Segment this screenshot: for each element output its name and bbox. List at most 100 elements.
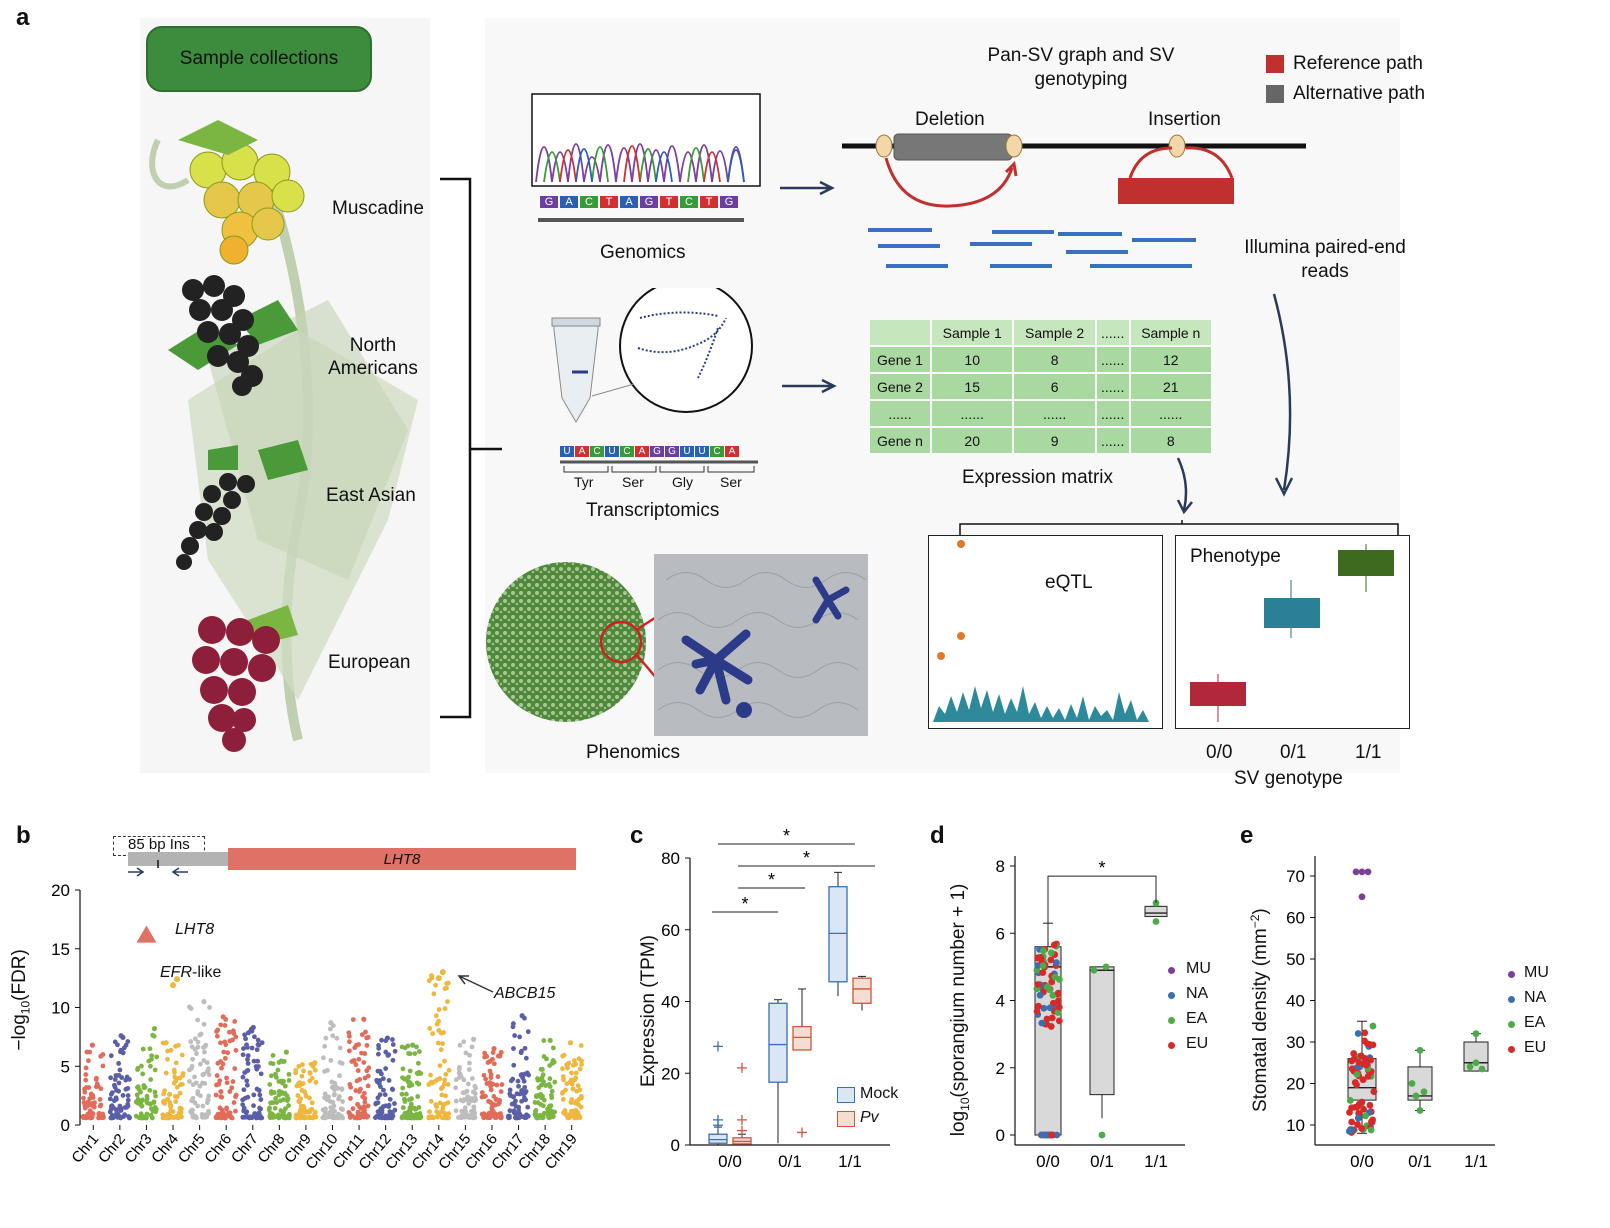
- data-point: [1055, 976, 1063, 983]
- snp-point: [222, 1055, 228, 1061]
- snp-point: [511, 1108, 517, 1114]
- snp-point: [241, 1087, 247, 1093]
- snp-point: [197, 1061, 203, 1067]
- abcb15-annotation: ABCB15: [494, 985, 556, 1002]
- sv-tick: 1/1: [1355, 742, 1382, 763]
- snp-point: [233, 1092, 239, 1098]
- snp-point: [491, 1094, 497, 1099]
- snp-point: [539, 1095, 544, 1101]
- snp-point: [271, 1113, 277, 1119]
- snp-point: [243, 1114, 249, 1120]
- snp-point: [266, 1107, 272, 1113]
- panel-c-letter: c: [630, 822, 644, 849]
- data-point: [1358, 868, 1366, 876]
- snp-point: [149, 1115, 155, 1121]
- stomatal-boxplot: 10 20 30 40 50 60 70 0/0 0/1 1/1: [1286, 856, 1495, 1171]
- outlier-marker: [737, 1125, 747, 1136]
- rna-letter: C: [620, 446, 634, 457]
- snp-point: [297, 1083, 303, 1089]
- snp-point: [412, 1115, 418, 1121]
- data-point: [1416, 1046, 1424, 1054]
- snp-point: [357, 1114, 363, 1120]
- x-tick-label: 1/1: [1464, 1152, 1488, 1171]
- snp-point: [445, 980, 451, 986]
- snp-point: [489, 1101, 495, 1107]
- snp-point: [136, 1115, 142, 1120]
- snp-point: [278, 1078, 284, 1084]
- snp-point: [312, 1067, 318, 1073]
- legend-label: EA: [1524, 1014, 1546, 1031]
- snp-point: [565, 1065, 570, 1071]
- snp-point: [338, 1106, 344, 1112]
- snp-point: [378, 1084, 383, 1090]
- snp-point: [511, 1046, 516, 1051]
- snp-point: [441, 1030, 446, 1035]
- significance-star: *: [1098, 858, 1105, 878]
- data-point: [1354, 1030, 1362, 1037]
- snp-point: [163, 1040, 169, 1046]
- snp-point: [227, 1089, 233, 1094]
- snp-point: [202, 1049, 207, 1055]
- snp-point: [125, 1103, 131, 1109]
- data-point: [1478, 1065, 1486, 1073]
- arrow-down-icon: [1176, 457, 1193, 515]
- snp-point: [123, 1086, 129, 1092]
- snp-point: [174, 1084, 180, 1090]
- dna-letter: A: [620, 196, 638, 208]
- matrix-cell: Gene 1: [870, 347, 930, 372]
- snp-point: [469, 1044, 475, 1050]
- snp-point: [149, 1053, 155, 1059]
- snp-point: [458, 1097, 464, 1103]
- pv-legend-label: Pv: [860, 1109, 879, 1126]
- snp-point: [254, 1047, 260, 1053]
- primer-arrows: [128, 860, 188, 877]
- snp-point: [465, 1081, 471, 1087]
- snp-point: [573, 1070, 579, 1076]
- snp-point: [392, 1048, 398, 1054]
- rna-letter: G: [665, 446, 679, 457]
- data-point: [1361, 1029, 1369, 1037]
- y-tick-label: 20: [1286, 1075, 1305, 1094]
- snp-point: [82, 1089, 88, 1095]
- snp-point: [87, 1049, 93, 1055]
- snp-point: [462, 1113, 467, 1119]
- snp-point: [224, 1106, 229, 1112]
- snp-point: [517, 1034, 523, 1040]
- snp-point: [227, 1029, 232, 1035]
- dna-letter: C: [680, 196, 698, 208]
- snp-point: [516, 1108, 522, 1114]
- legend-label: NA: [1186, 985, 1209, 1002]
- snp-point: [399, 1044, 405, 1050]
- legend-label: EA: [1186, 1010, 1208, 1027]
- sample-collections-button: Sample collections: [146, 26, 372, 92]
- rna-letter: C: [710, 446, 724, 457]
- matrix-cell: ......: [1096, 401, 1129, 426]
- snp-point: [467, 1052, 472, 1058]
- snp-point: [267, 1115, 273, 1121]
- legend-label: MU: [1524, 964, 1549, 981]
- snp-point: [322, 1043, 328, 1049]
- snp-point: [175, 1042, 181, 1048]
- snp-point: [512, 1033, 518, 1038]
- snp-point: [571, 1058, 577, 1063]
- y-tick-label: 20: [51, 881, 70, 900]
- snp-point: [571, 1062, 576, 1068]
- snp-point: [309, 1100, 315, 1106]
- snp-point: [491, 1061, 497, 1067]
- snp-point: [487, 1068, 493, 1074]
- snp-point: [179, 1052, 185, 1058]
- snp-point: [574, 1088, 580, 1094]
- snp-point: [256, 1064, 261, 1069]
- snp-point: [569, 1077, 574, 1083]
- snp-point: [488, 1083, 494, 1089]
- insertion-label-b: 85 bp Ins: [128, 836, 190, 853]
- arrow-right-icon: [782, 378, 837, 394]
- data-point: [1047, 1023, 1055, 1030]
- data-point: [1102, 963, 1110, 971]
- snp-point: [201, 1045, 206, 1050]
- snp-point: [270, 1061, 276, 1067]
- snp-point: [193, 1114, 198, 1119]
- snp-point: [579, 1062, 584, 1067]
- snp-point: [222, 1023, 228, 1028]
- matrix-cell: ......: [1130, 401, 1211, 426]
